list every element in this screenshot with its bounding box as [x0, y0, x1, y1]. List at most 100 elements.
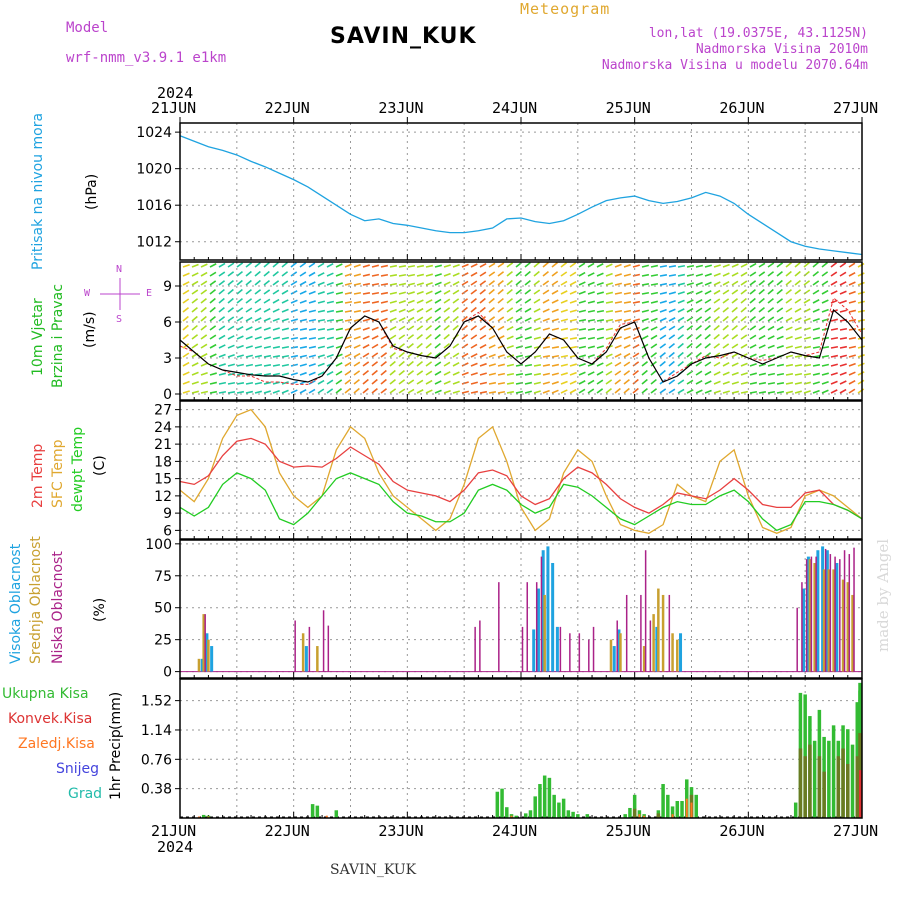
wind-barb — [380, 388, 388, 394]
wind-barb — [389, 388, 397, 394]
wind-barb — [632, 273, 641, 277]
wind-barb — [569, 371, 577, 376]
wind-barb — [722, 343, 730, 349]
cloud-bar — [642, 646, 646, 672]
wind-barb — [650, 352, 658, 358]
wind-barb — [614, 263, 622, 268]
wind-barb — [317, 336, 326, 340]
wind-barb — [254, 317, 262, 322]
wind-barb — [335, 388, 343, 394]
wind-barb — [407, 360, 414, 367]
wind-barb — [578, 327, 587, 331]
wind-barb — [578, 388, 586, 394]
wind-barb — [209, 289, 216, 295]
wind-barb — [200, 334, 208, 340]
wind-barb — [596, 327, 605, 331]
wind-barb — [686, 290, 694, 295]
wind-barb — [362, 264, 370, 268]
wind-barb — [434, 389, 442, 394]
wind-barb — [380, 343, 388, 349]
wind-barb — [416, 290, 424, 295]
wind-barb — [407, 308, 415, 313]
wind-barb — [722, 298, 730, 304]
wind-barb — [848, 262, 856, 268]
wind-barb — [542, 289, 550, 295]
wind-barb — [470, 362, 478, 367]
wind-barb — [263, 270, 270, 277]
wind-barb — [407, 264, 416, 268]
wind-barb — [650, 264, 659, 268]
precip-bar — [643, 815, 646, 818]
wind-barb — [686, 307, 694, 313]
wind-barb — [677, 273, 686, 277]
wind-barb — [344, 379, 352, 385]
wind-barb — [443, 324, 450, 331]
wind-barb — [749, 334, 757, 340]
wind-barb — [830, 280, 838, 286]
wind-barb — [551, 363, 560, 367]
wind-barb — [632, 378, 639, 385]
wind-barb — [704, 342, 711, 349]
cloud-bar — [301, 633, 305, 672]
wind-barb — [722, 380, 730, 385]
wind-barb — [425, 342, 432, 349]
wind-barb — [803, 261, 810, 268]
y-tick-label: 6 — [163, 315, 172, 331]
wind-barb — [569, 327, 578, 331]
wind-barb — [524, 317, 532, 322]
wind-barb — [839, 327, 848, 331]
wind-barb — [740, 280, 748, 286]
wind-barb — [272, 280, 280, 286]
wind-barb — [209, 325, 217, 331]
wind-barb — [767, 354, 775, 358]
y-tick-label: 18 — [154, 454, 172, 470]
wind-barb — [344, 282, 352, 286]
wind-barb — [398, 351, 405, 358]
wind-barb — [182, 390, 190, 394]
precip-bar — [197, 816, 200, 818]
wind-barb — [695, 361, 703, 367]
wind-barb — [614, 309, 623, 313]
wind-barb — [731, 381, 739, 385]
wind-barb — [227, 344, 235, 349]
wind-barb — [560, 327, 569, 331]
wind-barb — [443, 333, 450, 340]
precip-bar — [557, 802, 561, 818]
wind-barb — [704, 324, 711, 331]
wind-barb — [470, 334, 478, 340]
wind-barb — [758, 334, 766, 340]
wind-barb — [650, 282, 659, 286]
wind-barb — [272, 289, 280, 295]
wind-barb — [263, 326, 271, 331]
precip-bar — [841, 748, 845, 818]
wind-barb — [596, 345, 604, 349]
wind-barb — [308, 318, 317, 322]
wind-barb — [740, 297, 747, 304]
wind-barb — [497, 381, 506, 385]
wind-barb — [785, 363, 794, 367]
wind-barb — [218, 390, 227, 394]
y-tick-label: 0 — [163, 665, 172, 681]
wind-barb — [452, 289, 460, 295]
wind-barb — [344, 318, 353, 322]
wind-barb — [641, 361, 649, 367]
wind-barb — [308, 309, 316, 313]
wind-barb — [497, 390, 506, 394]
wind-barb — [371, 282, 380, 286]
wind-barb — [470, 263, 478, 268]
wind-barb — [578, 336, 587, 340]
wind-barb — [848, 271, 856, 277]
wind-barb — [434, 298, 442, 304]
wind-barb — [677, 316, 685, 322]
wind-barb — [254, 279, 261, 286]
wind-barb — [659, 360, 666, 367]
wind-barb — [830, 354, 839, 358]
wind-barb — [659, 343, 667, 349]
wind-barb — [533, 336, 541, 340]
wind-barb — [200, 306, 207, 313]
wind-barb — [461, 298, 469, 304]
wind-barb — [326, 281, 334, 286]
precip-bar — [831, 725, 836, 818]
cloud-bar — [609, 639, 613, 672]
wind-barb — [740, 289, 748, 295]
